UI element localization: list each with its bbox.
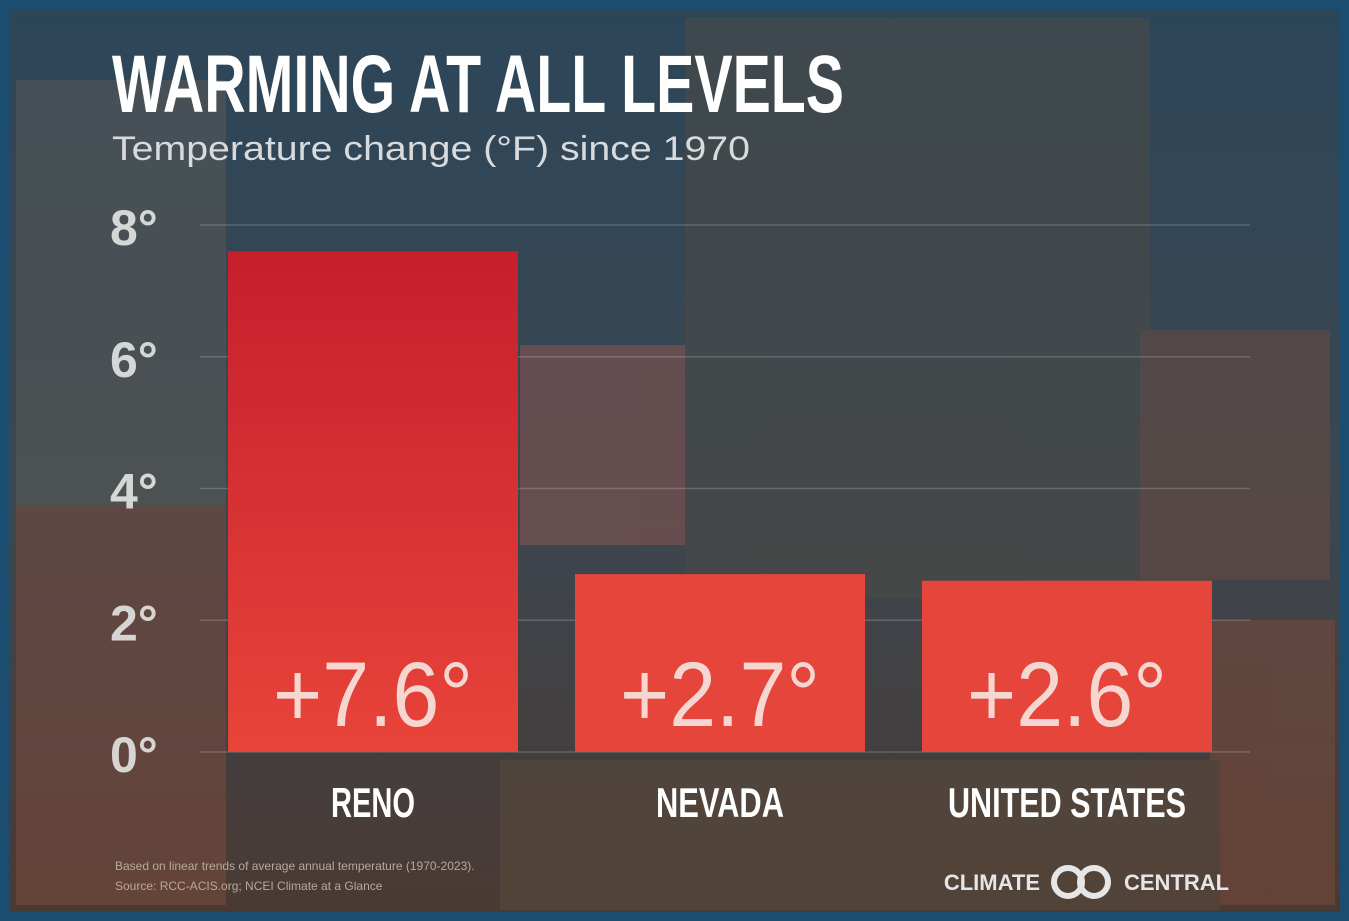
value-label: +2.7°	[620, 644, 820, 746]
bar	[228, 251, 518, 752]
x-tick-label: NEVADA	[656, 779, 784, 826]
bar	[575, 574, 865, 752]
background-buildings	[16, 18, 1335, 910]
chart-subtitle: Temperature change (°F) since 1970	[112, 130, 750, 168]
y-tick-label: 6°	[110, 332, 158, 388]
logo-icon	[1051, 865, 1111, 899]
y-tick-label: 0°	[110, 727, 158, 783]
value-label: +2.6°	[967, 644, 1167, 746]
value-label: +7.6°	[273, 644, 473, 746]
y-tick-label: 2°	[110, 595, 158, 651]
footnote: Source: RCC-ACIS.org; NCEI Climate at a …	[115, 879, 383, 893]
x-tick-label: UNITED STATES	[948, 779, 1186, 826]
bar	[922, 580, 1212, 752]
y-tick-label: 8°	[110, 200, 158, 256]
x-tick-label: RENO	[331, 779, 415, 826]
logo-text: CENTRAL	[1124, 870, 1229, 895]
logo-text: CLIMATE	[944, 870, 1040, 895]
y-tick-label: 4°	[110, 464, 158, 520]
footnote: Based on linear trends of average annual…	[115, 859, 475, 873]
chart-title: WARMING AT ALL LEVELS	[112, 39, 844, 130]
